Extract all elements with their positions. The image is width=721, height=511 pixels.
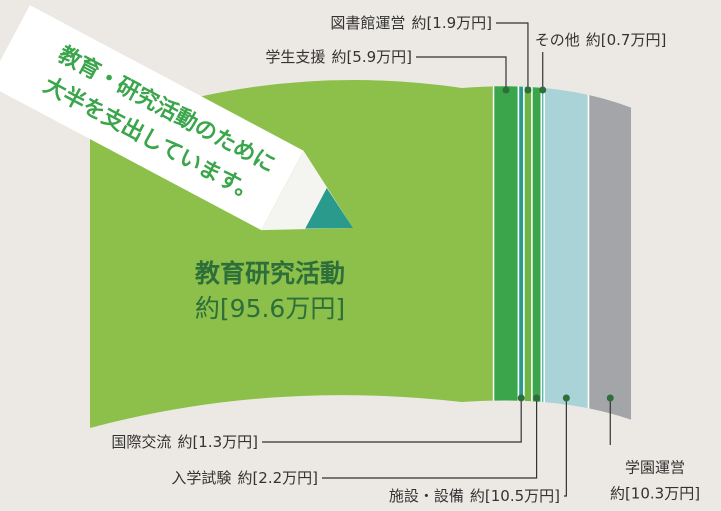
leader-dot: [502, 87, 509, 94]
stripe: [589, 50, 632, 450]
label: 学生支援約[5.9万円]: [265, 48, 412, 66]
stripe: [518, 50, 523, 450]
leader-dot: [518, 395, 525, 402]
label: その他約[0.7万円]: [535, 31, 667, 49]
label: 図書館運営約[1.9万円]: [330, 14, 492, 32]
stripe: [494, 50, 519, 450]
leader-dot: [524, 87, 531, 94]
category-label: 国際交流: [111, 433, 171, 451]
label: 入学試験約[2.2万円]: [171, 469, 318, 487]
leader-dot: [607, 395, 614, 402]
value-label: 約[2.2万円]: [237, 469, 318, 487]
stripe: [524, 50, 532, 450]
value-label: 約[5.9万円]: [331, 48, 412, 66]
category-label: その他: [535, 31, 580, 49]
leader-dot: [563, 395, 570, 402]
category-label: 教育研究活動: [195, 259, 345, 288]
category-label: 入学試験: [171, 469, 231, 487]
value-label: 約[10.5万円]: [470, 487, 560, 505]
stripe: [532, 50, 541, 450]
chart: 教育研究活動約[95.6万円] 学生支援約[5.9万円] 図書館運営約[1.9万円]…: [0, 0, 721, 511]
category-label: 学園運営: [625, 459, 685, 477]
leader-dot: [533, 395, 540, 402]
category-label: 施設・設備: [389, 487, 464, 505]
category-label: 図書館運営: [330, 14, 405, 32]
category-label: 学生支援: [265, 48, 325, 66]
leader-dot: [539, 87, 546, 94]
label: 国際交流約[1.3万円]: [111, 433, 258, 451]
value-label: 約[10.3万円]: [610, 485, 700, 503]
stripe: [544, 50, 588, 450]
label: 施設・設備約[10.5万円]: [389, 487, 560, 505]
value-label: 約[0.7万円]: [586, 31, 667, 49]
value-label: 約[1.9万円]: [411, 14, 492, 32]
value-label: 約[1.3万円]: [177, 433, 258, 451]
value-label: 約[95.6万円]: [195, 294, 345, 323]
